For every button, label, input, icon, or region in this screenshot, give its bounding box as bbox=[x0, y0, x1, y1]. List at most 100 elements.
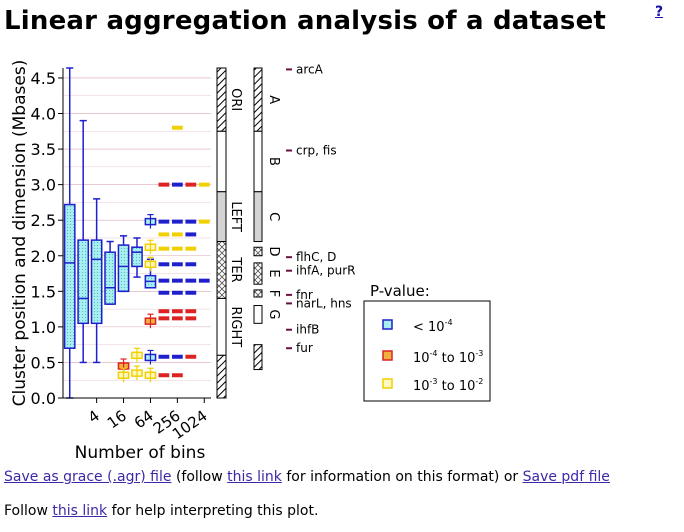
mark-dash bbox=[185, 290, 197, 295]
region-block bbox=[216, 67, 227, 132]
box-body bbox=[63, 203, 76, 349]
y-tick-label: 0.5 bbox=[31, 353, 56, 372]
gene-label: ihfA, purR bbox=[296, 264, 356, 278]
region-track: ORI LEFT TER RIGHT bbox=[216, 67, 243, 399]
domain-block bbox=[253, 191, 263, 243]
box-series bbox=[63, 67, 157, 399]
x-tick-label: 16 bbox=[104, 407, 130, 433]
mark-dash bbox=[171, 290, 183, 295]
plot-area: 0.0 0.5 1.0 1.5 2.0 2.5 3.0 3.5 4.0 4.5 4 16 642561… bbox=[31, 67, 211, 443]
mark-dash bbox=[171, 232, 183, 237]
y-tick-label: 1.0 bbox=[31, 318, 56, 337]
region-block bbox=[216, 297, 227, 356]
box-body bbox=[90, 239, 103, 325]
domain-label: C bbox=[266, 212, 281, 221]
region-label: LEFT bbox=[228, 201, 243, 232]
y-tick-label: 2.0 bbox=[31, 247, 56, 266]
domain-label: A bbox=[266, 95, 281, 104]
domain-label: D bbox=[266, 246, 281, 256]
help-link[interactable]: ? bbox=[655, 4, 664, 20]
mark-dash bbox=[171, 125, 183, 130]
mark-dash bbox=[185, 219, 197, 224]
mark-dash bbox=[185, 278, 197, 283]
box-body bbox=[117, 244, 130, 293]
follow-line: Follow this link for help interpreting t… bbox=[4, 503, 318, 519]
mark-dash bbox=[171, 246, 183, 251]
mark-dash bbox=[198, 219, 210, 224]
save-pdf-link[interactable]: Save pdf file bbox=[522, 469, 610, 485]
mark-dash bbox=[185, 182, 197, 187]
gene-label: crp, fis bbox=[296, 144, 337, 158]
x-axis-label: Number of bins bbox=[75, 443, 206, 463]
domain-track: A B C D E F G bbox=[253, 67, 281, 371]
mark-dash bbox=[171, 316, 183, 321]
mark-dash bbox=[158, 290, 170, 295]
mark-dash bbox=[171, 182, 183, 187]
help-interpret-link[interactable]: this link bbox=[52, 503, 108, 519]
domain-block bbox=[253, 305, 263, 324]
domain-block bbox=[253, 67, 263, 132]
save-text-1: (follow bbox=[171, 469, 228, 485]
y-tick-label: 2.5 bbox=[31, 211, 56, 230]
mark-dash bbox=[171, 278, 183, 283]
follow-text-1: Follow bbox=[4, 503, 53, 519]
mark-series bbox=[117, 125, 210, 383]
format-info-link[interactable]: this link bbox=[227, 469, 282, 485]
y-tick-label: 1.5 bbox=[31, 282, 56, 301]
legend-entry-mid: 10-4 to 10-3 bbox=[413, 349, 483, 366]
gene-label: ihfB bbox=[296, 323, 319, 337]
mark-dash bbox=[158, 246, 170, 251]
domain-block bbox=[253, 130, 263, 193]
domain-label: E bbox=[266, 269, 281, 277]
box-body bbox=[104, 251, 116, 305]
region-block bbox=[216, 241, 227, 299]
gene-label: flhC, D bbox=[296, 250, 336, 264]
legend-title: P-value: bbox=[370, 282, 430, 300]
mark-dash bbox=[158, 278, 170, 283]
gene-label: fur bbox=[296, 341, 313, 355]
domain-block bbox=[253, 246, 263, 257]
mark-dash bbox=[185, 309, 197, 314]
mark-dash bbox=[171, 262, 183, 267]
save-text-2: for information on this format) or bbox=[281, 469, 523, 485]
region-block bbox=[216, 130, 227, 193]
mark-dash bbox=[185, 246, 197, 251]
region-label: RIGHT bbox=[228, 307, 243, 348]
page-title: Linear aggregation analysis of a dataset bbox=[4, 6, 607, 36]
mark-dash bbox=[198, 278, 210, 283]
legend: P-value: < 10-4 10-4 to 10-3 10-3 to 10-… bbox=[363, 282, 491, 402]
domain-label: B bbox=[266, 157, 281, 166]
mark-dash bbox=[185, 354, 197, 359]
mark-dash bbox=[171, 373, 183, 378]
y-tick-label: 4.0 bbox=[31, 105, 56, 124]
mark-dash bbox=[198, 182, 210, 187]
legend-swatch-low bbox=[382, 319, 393, 330]
mark-dash bbox=[171, 219, 183, 224]
save-grace-link[interactable]: Save as grace (.agr) file bbox=[4, 469, 172, 485]
domain-block bbox=[253, 344, 263, 371]
save-line: Save as grace (.agr) file (follow this l… bbox=[4, 469, 610, 485]
y-tick-label: 3.5 bbox=[31, 140, 56, 159]
box-body bbox=[77, 239, 90, 325]
follow-text-2: for help interpreting this plot. bbox=[107, 503, 319, 519]
region-label: TER bbox=[228, 256, 243, 282]
y-axis-label: Cluster position and dimension (Mbases) bbox=[10, 60, 30, 407]
y-tick-label: 4.5 bbox=[31, 69, 56, 88]
aggregation-chart: 0.0 0.5 1.0 1.5 2.0 2.5 3.0 3.5 4.0 4.5 4 16 642561… bbox=[10, 60, 491, 463]
mark-dash bbox=[158, 316, 170, 321]
legend-swatch-high bbox=[382, 378, 393, 389]
mark-dash bbox=[185, 316, 197, 321]
mark-dash bbox=[185, 232, 197, 237]
y-tick-label: 3.0 bbox=[31, 176, 56, 195]
gene-label: arcA bbox=[296, 62, 324, 76]
mark-dash bbox=[185, 262, 197, 267]
legend-entry-low: < 10-4 bbox=[413, 318, 453, 335]
gene-label: fnr bbox=[296, 288, 313, 302]
region-block bbox=[216, 354, 227, 399]
domain-label: F bbox=[266, 290, 281, 297]
region-block bbox=[216, 191, 227, 243]
mark-dash bbox=[158, 373, 170, 378]
y-ticks: 0.0 0.5 1.0 1.5 2.0 2.5 3.0 3.5 4.0 4.5 bbox=[31, 69, 63, 408]
